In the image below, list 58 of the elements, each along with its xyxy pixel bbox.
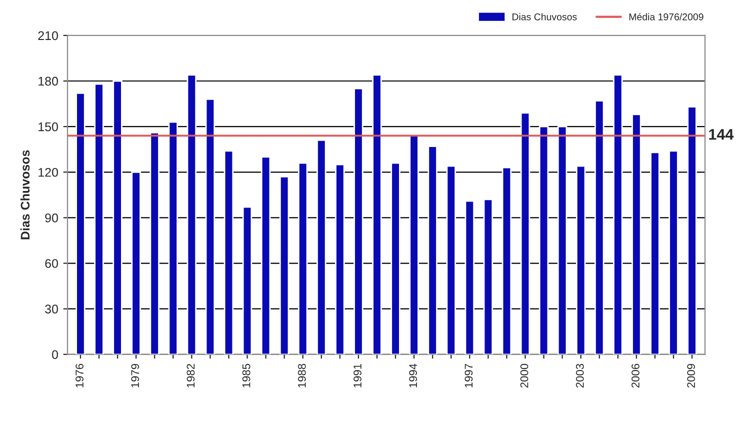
bar	[632, 114, 642, 354]
bar	[298, 162, 308, 354]
x-tick-label: 1985	[242, 364, 250, 388]
bar	[205, 98, 216, 354]
bar	[687, 106, 697, 354]
x-tick-label: 1982	[186, 364, 195, 388]
bar	[76, 92, 86, 354]
x-tick-label: 1991	[354, 364, 362, 388]
bar	[557, 126, 568, 354]
bar	[335, 164, 345, 354]
bar	[224, 150, 234, 354]
bar	[520, 112, 530, 354]
y-axis-title: Dias Chuvosos	[20, 150, 30, 240]
bar	[613, 74, 623, 354]
legend-label: Dias Chuvosos	[512, 13, 577, 20]
y-tick-label: 0	[52, 350, 58, 360]
bar	[409, 134, 419, 354]
x-tick-label: 2000	[520, 364, 528, 388]
bar	[372, 74, 382, 354]
bar	[502, 166, 512, 354]
bar	[594, 100, 604, 354]
bar	[668, 150, 678, 354]
bar	[354, 88, 364, 354]
bar	[150, 132, 160, 354]
bar	[94, 83, 104, 354]
y-tick-label: 120	[38, 168, 58, 177]
bar	[576, 165, 586, 354]
x-tick-label: 1988	[298, 364, 306, 388]
x-tick-label: 2009	[687, 364, 696, 388]
bar	[168, 121, 178, 354]
x-tick-label: 1976	[76, 364, 84, 388]
bar	[390, 162, 400, 354]
bar	[316, 140, 326, 354]
bar	[279, 176, 290, 354]
bar	[446, 165, 456, 354]
bar	[112, 80, 122, 354]
y-tick-label: 180	[38, 76, 58, 86]
x-tick-label: 1997	[464, 364, 473, 388]
bar	[464, 200, 475, 354]
bar	[483, 198, 494, 354]
bar	[650, 152, 660, 354]
text: 144	[709, 129, 734, 140]
y-tick-label: 150	[38, 122, 58, 132]
x-tick-label: 2003	[576, 364, 584, 388]
x-tick-label: 1979	[131, 364, 140, 388]
bar	[131, 171, 141, 354]
y-tick-label: 210	[38, 31, 58, 40]
bar	[538, 126, 549, 354]
bar	[242, 206, 252, 354]
legend-label: Média 1976/2009	[629, 13, 704, 20]
bar	[260, 156, 271, 354]
bar	[428, 146, 438, 354]
x-tick-label: 1994	[409, 364, 418, 388]
y-tick-label: 30	[45, 304, 58, 314]
x-tick-label: 2006	[632, 364, 640, 388]
bar	[186, 74, 197, 354]
y-tick-label: 60	[45, 259, 58, 268]
y-tick-label: 90	[45, 214, 58, 222]
